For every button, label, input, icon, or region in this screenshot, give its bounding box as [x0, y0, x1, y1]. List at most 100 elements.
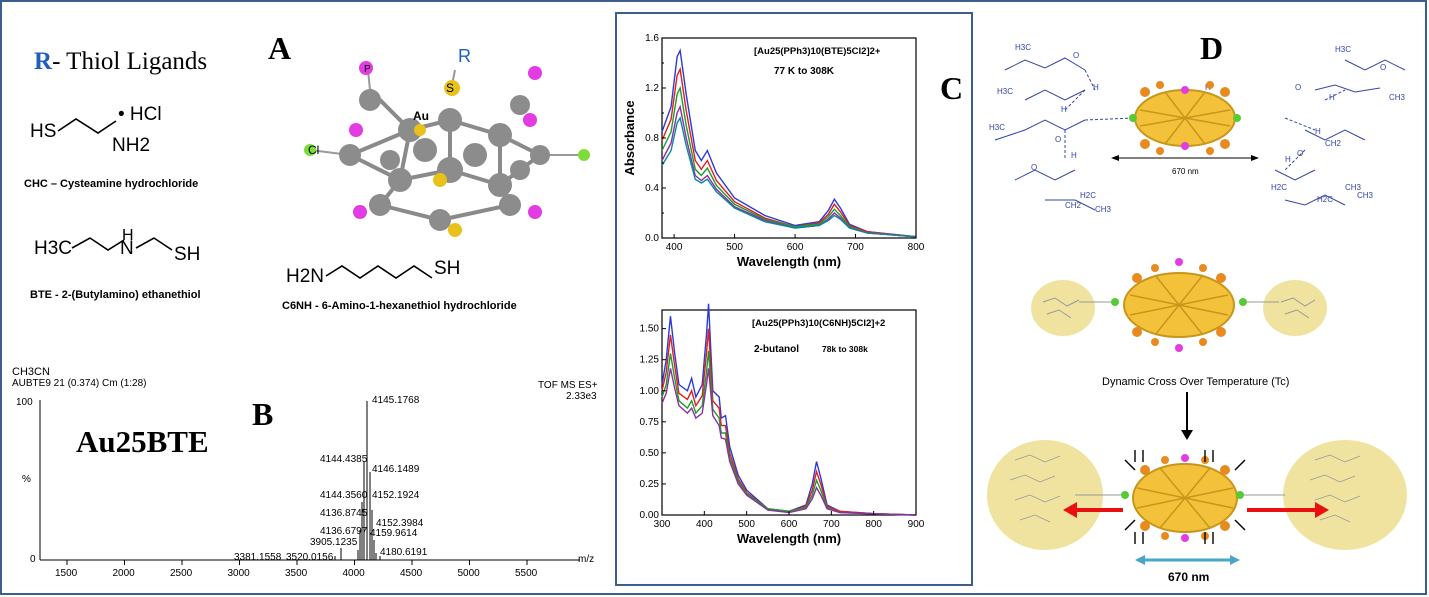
ms-xtick-label: 1500: [55, 568, 78, 579]
y-tick-label: 1.6: [645, 33, 659, 44]
chc-nh2: NH2: [112, 135, 150, 156]
molecule-atom-label: H3C: [997, 87, 1013, 96]
series-line: [661, 328, 917, 516]
peak-label: 4145.1768: [372, 395, 420, 406]
ms-xtick-label: 5500: [515, 568, 538, 579]
bte-structure: H3C H N SH: [34, 227, 200, 265]
panel-letter-a: A: [268, 30, 292, 66]
bte-sh: SH: [174, 244, 200, 265]
y-tick-label: 1.50: [640, 324, 660, 335]
y-tick-label: 0.0: [645, 233, 659, 244]
peak-label: 4136.6797: [320, 526, 368, 537]
ms-xtick-label: 5000: [458, 568, 481, 579]
series-line: [661, 116, 917, 238]
x-tick-label: 800: [865, 519, 882, 530]
ms-xtick-label: 2500: [170, 568, 193, 579]
molecule-atom-label: H2C: [1080, 191, 1096, 200]
y-tick-label: 0.75: [640, 417, 660, 428]
panel-letter-c: C: [940, 70, 964, 106]
cluster-p-label: P: [364, 64, 371, 75]
series-line: [661, 303, 917, 516]
ms-mode: TOF MS ES+: [538, 380, 598, 391]
molecule-atom-label: H2C: [1271, 183, 1287, 192]
ms-peak-labels: 4145.1768 4144.4385 4146.1489 4144.3560 …: [234, 395, 428, 563]
series-line: [661, 368, 917, 516]
molecule-atom-label: H2C: [1317, 195, 1333, 204]
c6nh-h2n: H2N: [286, 266, 324, 287]
molecule-atom-label: H: [1061, 105, 1067, 114]
x-axis-label: Wavelength (nm): [737, 254, 841, 269]
ms-y-top: 100: [16, 397, 33, 408]
ligands-title: R- Thiol Ligands: [34, 48, 207, 76]
peak-label: 4144.3560: [320, 490, 368, 501]
y-tick-label: 0.8: [645, 133, 659, 144]
series-line: [661, 85, 917, 238]
chart-title: [Au25(PPh3)10(BTE)5Cl2]2+: [754, 46, 881, 57]
peak-label: 4136.8745: [320, 508, 368, 519]
chc-name: CHC – Cysteamine hydrochloride: [24, 178, 199, 190]
y-tick-label: 1.2: [645, 83, 659, 94]
series-line: [661, 104, 917, 238]
ms-x-unit: m/z: [578, 554, 594, 565]
y-tick-label: 0.25: [640, 479, 660, 490]
bte-h: H: [122, 227, 134, 244]
c6nh-bonds: [325, 265, 433, 279]
chart-top: 400 500 600 700 800 0.0 0.4 0.8 1.2 1.6 Wavelength…: [622, 33, 925, 269]
ms-y-label: %: [22, 474, 31, 485]
ligands-title-text: - Thiol Ligands: [52, 48, 208, 75]
molecule-atom-label: O: [1073, 51, 1079, 60]
distance-top-label: 670 nm: [1172, 167, 1199, 176]
molecule-atom-label: CH2: [1065, 201, 1082, 210]
molecule-atom-label: CH3: [1095, 205, 1112, 214]
y-tick-label: 1.00: [640, 386, 660, 397]
molecule-atom-label: H: [1071, 151, 1077, 160]
ms-compound-label: Au25BTE: [76, 424, 209, 459]
x-tick-label: 500: [726, 242, 743, 253]
chart-bottom: 300 400 500 600 700 800 900 0.00 0.25 0.50 0.75 1.0…: [640, 303, 925, 546]
x-tick-label: 700: [847, 242, 864, 253]
bte-bonds-2: [135, 237, 173, 251]
x-axis-label: Wavelength (nm): [737, 531, 841, 546]
y-tick-label: 0.4: [645, 183, 659, 194]
mass-spectrum: 100 % 0 m/z 1500 2000 2500 3000 3500 4000 4500…: [16, 395, 594, 579]
y-tick-label: 1.25: [640, 355, 660, 366]
ms-xtick-label: 3500: [285, 568, 308, 579]
panel-c-frame: [615, 12, 973, 586]
molecule-atom-label: O: [1295, 83, 1301, 92]
series-line: [661, 350, 917, 516]
molecule-atom-label: H3C: [1015, 43, 1031, 52]
molecule-atom-label: O: [1380, 63, 1386, 72]
molecule-atom-label: O: [1055, 135, 1061, 144]
bte-n: N: [120, 238, 134, 259]
molecule-atom-label: O: [1297, 149, 1303, 158]
chart-title: [Au25(PPh3)10(C6NH)5Cl2]+2: [752, 318, 885, 329]
bte-bonds-1: [71, 237, 125, 251]
chc-structure: • HCl HS NH2: [30, 104, 162, 156]
panel-letter-b: B: [252, 396, 274, 432]
peak-label: 4180.6191: [380, 547, 428, 558]
molecule-atom-label: H: [1315, 127, 1321, 136]
r-label: R: [34, 48, 53, 75]
molecule-atom-label: H: [1093, 83, 1099, 92]
x-tick-label: 900: [908, 519, 925, 530]
au25-cluster-model: P S R Au Cl: [304, 46, 590, 237]
peak-label: 3520.0156: [286, 552, 334, 563]
peak-label: 4146.1489: [372, 464, 420, 475]
panel-d-diagram: H3COHH3CHOHH2CH3COCH3CH2HH3COHHOCH3CH2H2…: [987, 43, 1407, 584]
molecule-atom-label: CH2: [1325, 139, 1342, 148]
process-label: Dynamic Cross Over Temperature (Tc): [1102, 376, 1289, 388]
molecule-atom-label: H3C: [1335, 45, 1351, 54]
ms-xtick-label: 4000: [343, 568, 366, 579]
peak-label: 3905.1235: [310, 537, 358, 548]
ms-y-zero: 0: [30, 554, 36, 565]
molecule-atom-label: O: [1031, 163, 1037, 172]
c6nh-sh: SH: [434, 258, 460, 279]
c6nh-name: C6NH - 6-Amino-1-hexanethiol hydrochlori…: [282, 300, 517, 312]
chart-subtitle: 77 K to 308K: [774, 66, 835, 77]
ms-xtick-label: 3000: [228, 568, 251, 579]
ms-compound: Au25BTE: [76, 424, 209, 460]
peak-label: 4159.9614: [370, 528, 418, 539]
y-tick-label: 0.00: [640, 510, 660, 521]
ms-solvent: CH3CN: [12, 366, 50, 378]
x-tick-label: 400: [696, 519, 713, 530]
